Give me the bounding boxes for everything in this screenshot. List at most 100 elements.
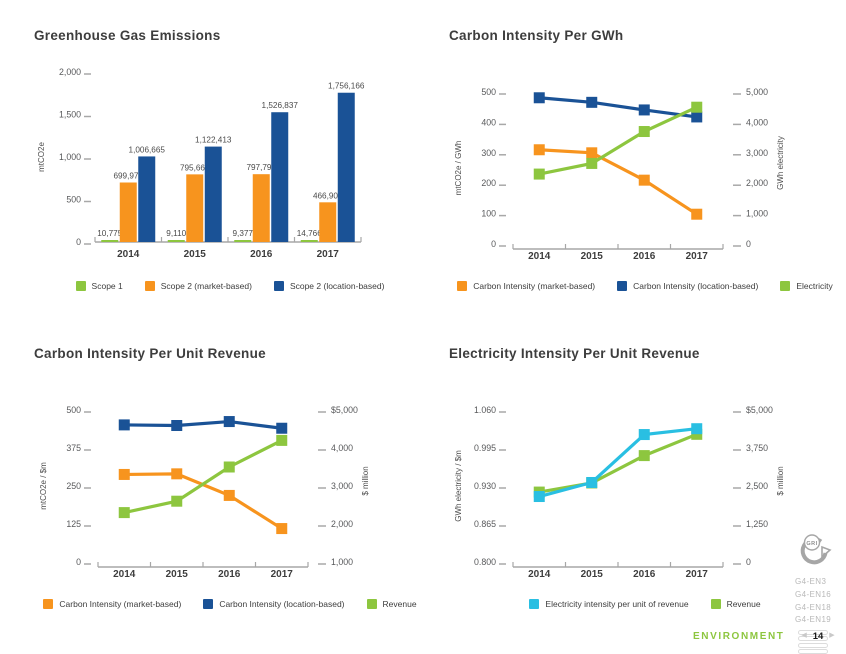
- svg-text:797,792: 797,792: [246, 163, 276, 172]
- carbon-intensity-per-unit-revenue-panel: Carbon Intensity Per Unit Revenue 0 125 25…: [30, 344, 430, 609]
- svg-text:2,000: 2,000: [59, 67, 81, 77]
- svg-text:2,500: 2,500: [746, 481, 768, 491]
- pages-icon-bar: [798, 642, 828, 648]
- svg-text:GWh electricity / $m: GWh electricity / $m: [454, 450, 463, 522]
- svg-text:0.995: 0.995: [474, 443, 496, 453]
- legend-swatch: [457, 281, 468, 291]
- legend-label: Revenue: [726, 599, 761, 609]
- svg-text:2015: 2015: [184, 249, 207, 260]
- svg-text:1,000: 1,000: [331, 557, 353, 567]
- svg-text:400: 400: [481, 117, 496, 127]
- svg-text:1,000: 1,000: [59, 152, 81, 162]
- svg-text:2,000: 2,000: [331, 519, 353, 529]
- svg-text:9,377: 9,377: [233, 229, 254, 238]
- svg-text:0.930: 0.930: [474, 481, 496, 491]
- svg-text:2014: 2014: [117, 249, 140, 260]
- svg-text:2016: 2016: [633, 251, 656, 262]
- svg-text:2,000: 2,000: [746, 178, 768, 188]
- page-navigation: ◀ 14 ▶: [794, 630, 842, 642]
- carbon-intensity-per-gwh-legend: Carbon Intensity (market-based) Carbon In…: [445, 281, 845, 291]
- svg-text:100: 100: [481, 209, 496, 219]
- svg-text:3,000: 3,000: [746, 148, 768, 158]
- legend-item: Scope 1: [75, 281, 123, 291]
- svg-text:2014: 2014: [113, 569, 136, 580]
- svg-text:466,902: 466,902: [313, 191, 343, 200]
- carbon-intensity-per-gwh-panel: Carbon Intensity Per GWh 0 100 200 300 400 50…: [445, 26, 845, 291]
- page-number: 14: [812, 630, 824, 642]
- svg-text:125: 125: [66, 519, 81, 529]
- legend-item: Carbon Intensity (location-based): [617, 281, 758, 291]
- next-page-icon[interactable]: ▶: [829, 632, 835, 639]
- pages-menu-icon[interactable]: [798, 630, 843, 654]
- gri-code: G4-EN16: [795, 589, 832, 599]
- gri-code: G4-EN19: [795, 615, 832, 625]
- svg-text:4,000: 4,000: [746, 117, 768, 127]
- svg-text:1,122,413: 1,122,413: [195, 136, 232, 145]
- gri-logo-icon: GRI: [800, 534, 832, 565]
- svg-text:1,500: 1,500: [59, 110, 81, 120]
- svg-text:2016: 2016: [633, 569, 656, 580]
- legend-label: Revenue: [382, 599, 417, 609]
- svg-text:0: 0: [746, 557, 751, 567]
- svg-text:300: 300: [481, 148, 496, 158]
- legend-swatch: [529, 599, 540, 609]
- svg-text:200: 200: [481, 178, 496, 188]
- legend-label: Carbon Intensity (location-based): [219, 599, 345, 609]
- svg-text:9,110: 9,110: [166, 229, 186, 238]
- svg-text:1,756,166: 1,756,166: [328, 82, 365, 91]
- svg-text:1,000: 1,000: [746, 209, 768, 219]
- svg-text:1,006,665: 1,006,665: [129, 145, 166, 154]
- svg-text:795,669: 795,669: [180, 163, 210, 172]
- svg-text:1,526,837: 1,526,837: [262, 101, 299, 110]
- pages-icon-bar: [798, 630, 828, 636]
- svg-text:$ million: $ million: [776, 466, 785, 495]
- legend-item: Revenue: [366, 599, 417, 609]
- svg-text:2014: 2014: [528, 251, 551, 262]
- legend-label: Electricity intensity per unit of revenu…: [545, 599, 689, 609]
- electricity-intensity-per-unit-revenue-legend: Electricity intensity per unit of revenu…: [445, 599, 845, 609]
- legend-label: Carbon Intensity (market-based): [473, 281, 596, 291]
- legend-label: Scope 1: [91, 281, 123, 291]
- legend-swatch: [366, 599, 377, 609]
- gri-code: G4-EN18: [795, 602, 832, 612]
- legend-swatch: [203, 599, 214, 609]
- carbon-intensity-per-unit-revenue-chart-title: Carbon Intensity Per Unit Revenue: [34, 346, 266, 361]
- legend-swatch: [780, 281, 791, 291]
- ghg-emissions-chart-title: Greenhouse Gas Emissions: [34, 28, 221, 43]
- electricity-intensity-per-unit-revenue-chart: 0.800 0.865 0.930 0.995 1.060 0 1,250 2,500 3,75…: [454, 405, 785, 580]
- ghg-emissions-chart: 0 500 1,000 1,500 2,000 mtCO2e 2014 2015 2016 201…: [37, 67, 365, 260]
- svg-text:3,750: 3,750: [746, 443, 768, 453]
- svg-text:14,766: 14,766: [297, 229, 322, 238]
- legend-swatch: [273, 281, 284, 291]
- svg-text:GWh electricity: GWh electricity: [776, 136, 785, 190]
- pages-icon-bar: [798, 648, 828, 654]
- legend-item: Carbon Intensity (location-based): [203, 599, 345, 609]
- svg-text:0: 0: [491, 239, 496, 249]
- svg-text:699,970: 699,970: [113, 172, 143, 181]
- legend-swatch: [144, 281, 155, 291]
- svg-text:2017: 2017: [686, 569, 709, 580]
- svg-text:0: 0: [746, 239, 751, 249]
- pages-icon-bar: [798, 636, 828, 642]
- legend-swatch: [710, 599, 721, 609]
- legend-swatch: [75, 281, 86, 291]
- carbon-intensity-per-gwh-chart: 0 100 200 300 400 500 0 1,000 2,000 3,000 4,000 5,0…: [454, 87, 785, 262]
- gri-code: G4-EN3: [795, 577, 827, 586]
- legend-label: Carbon Intensity (market-based): [59, 599, 182, 609]
- svg-text:$5,000: $5,000: [331, 405, 358, 415]
- legend-label: Scope 2 (location-based): [289, 281, 385, 291]
- svg-text:500: 500: [481, 87, 496, 97]
- gri-block: GRI G4-EN3 G4-EN16 G4-EN18 G4-EN19: [795, 532, 843, 654]
- prev-page-icon[interactable]: ◀: [801, 632, 807, 639]
- svg-text:2017: 2017: [317, 249, 340, 260]
- legend-label: Scope 2 (market-based): [160, 281, 252, 291]
- section-label-environment: ENVIRONMENT: [693, 631, 785, 642]
- legend-item: Carbon Intensity (market-based): [43, 599, 181, 609]
- legend-item: Scope 2 (market-based): [144, 281, 252, 291]
- carbon-intensity-per-unit-revenue-legend: Carbon Intensity (market-based) Carbon In…: [30, 599, 430, 609]
- legend-label: Electricity: [796, 281, 833, 291]
- svg-text:2017: 2017: [686, 251, 709, 262]
- svg-text:2015: 2015: [581, 251, 604, 262]
- svg-text:1,250: 1,250: [746, 519, 768, 529]
- carbon-intensity-per-gwh-chart-title: Carbon Intensity Per GWh: [449, 28, 624, 43]
